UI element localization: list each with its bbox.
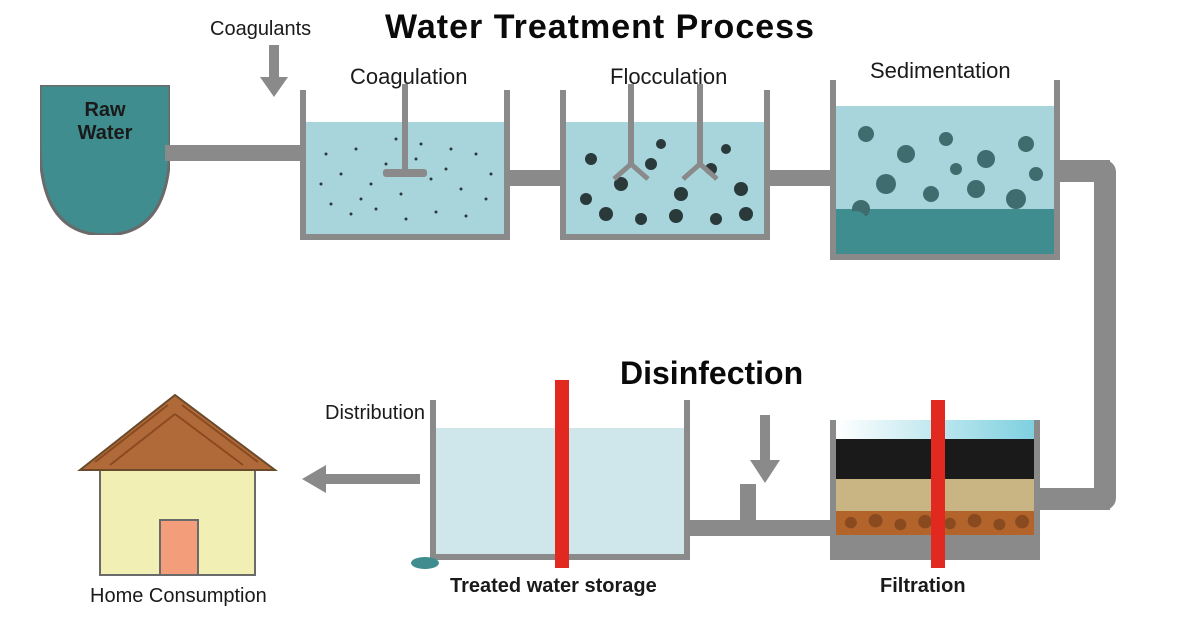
pipe-segment bbox=[1094, 160, 1116, 510]
filtration-tank bbox=[830, 420, 1040, 560]
filtration-inlet-arrow-icon bbox=[750, 415, 780, 490]
disinfection-bar-icon bbox=[931, 400, 945, 568]
pipe-segment bbox=[165, 145, 305, 161]
treated-storage-tank bbox=[430, 400, 690, 560]
flocculation-tank bbox=[560, 90, 770, 240]
diagram-title: Water Treatment Process bbox=[385, 8, 815, 47]
pipe-segment bbox=[740, 484, 756, 534]
pipe-segment bbox=[688, 520, 836, 536]
coagulation-tank bbox=[300, 90, 510, 240]
filtration-label: Filtration bbox=[880, 575, 966, 598]
home-label: Home Consumption bbox=[90, 585, 267, 608]
pipe-segment bbox=[505, 170, 565, 186]
treated-storage-label: Treated water storage bbox=[450, 575, 657, 598]
raw-water-vessel: RawWater bbox=[40, 85, 170, 235]
raw-water-label: RawWater bbox=[40, 99, 170, 145]
coagulants-label: Coagulants bbox=[210, 18, 311, 41]
sedimentation-tank bbox=[830, 80, 1060, 260]
distribution-label: Distribution bbox=[325, 402, 425, 425]
distribution-arrow-icon bbox=[300, 465, 420, 498]
coagulants-arrow-icon bbox=[260, 45, 288, 105]
house-icon bbox=[60, 370, 290, 580]
pipe-segment bbox=[1035, 488, 1110, 510]
disinfection-bar-icon bbox=[555, 380, 569, 568]
disinfection-label: Disinfection bbox=[620, 355, 803, 392]
pipe-segment bbox=[765, 170, 835, 186]
drip-icon bbox=[410, 555, 440, 571]
